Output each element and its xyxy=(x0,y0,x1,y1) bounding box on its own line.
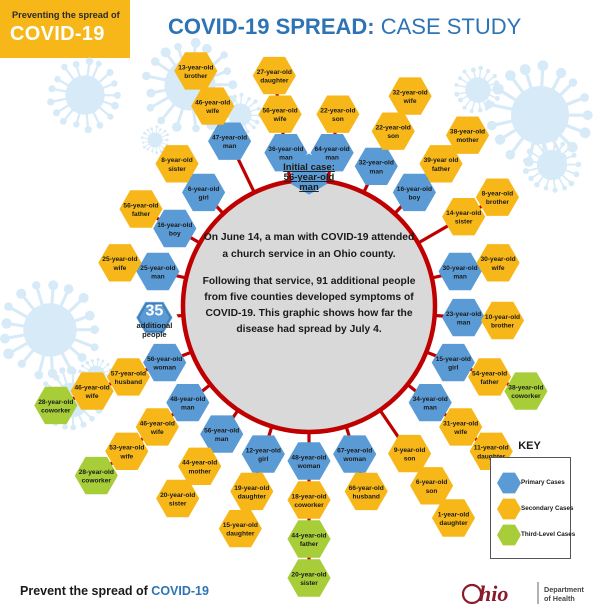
svg-text:Department: Department xyxy=(544,585,585,594)
svg-text:hio: hio xyxy=(479,581,508,606)
svg-text:of Health: of Health xyxy=(544,594,575,603)
